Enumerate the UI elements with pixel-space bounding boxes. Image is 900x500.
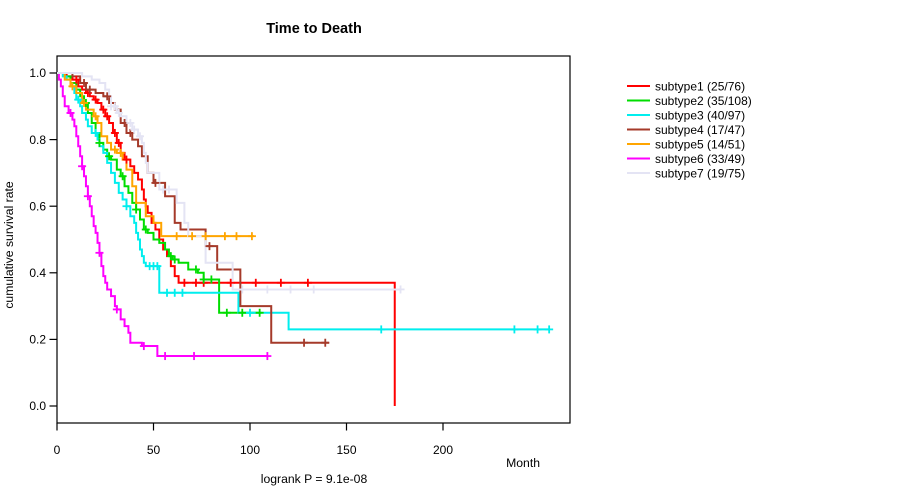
legend-label: subtype2 (35/108) xyxy=(655,94,752,108)
legend-label: subtype7 (19/75) xyxy=(655,166,745,180)
legend-item-subtype1: subtype1 (25/76) xyxy=(627,79,745,93)
y-tick-label: 0.2 xyxy=(29,333,46,347)
x-tick-label: 50 xyxy=(147,443,161,457)
legend-item-subtype5: subtype5 (14/51) xyxy=(627,137,745,151)
legend-label: subtype4 (17/47) xyxy=(655,123,745,137)
curve-subtype5 xyxy=(57,72,254,238)
curve-subtype4 xyxy=(57,72,330,344)
y-axis: 0.0 0.2 0.4 0.6 0.8 1.0 xyxy=(29,66,57,413)
legend-item-subtype2: subtype2 (35/108) xyxy=(627,94,752,108)
logrank-p-label: logrank P = 9.1e-08 xyxy=(261,472,368,486)
y-tick-label: 0.0 xyxy=(29,399,46,413)
y-tick-label: 0.4 xyxy=(29,266,46,280)
curve-subtype3 xyxy=(57,72,550,331)
legend-item-subtype6: subtype6 (33/49) xyxy=(627,152,745,166)
curve-subtype6 xyxy=(57,72,268,358)
x-axis: 0 50 100 150 200 xyxy=(54,423,453,457)
x-tick-label: 0 xyxy=(54,443,61,457)
y-axis-label: cumulative survival rate xyxy=(2,181,16,309)
plot-box xyxy=(56,55,571,424)
chart-title: Time to Death xyxy=(266,21,362,37)
x-tick-label: 150 xyxy=(336,443,356,457)
curve-subtype7 xyxy=(57,72,401,291)
legend-item-subtype7: subtype7 (19/75) xyxy=(627,166,745,180)
x-axis-unit-label: Month xyxy=(506,456,540,470)
censor-marks xyxy=(66,75,554,361)
y-tick-label: 0.8 xyxy=(29,133,46,147)
legend-label: subtype3 (40/97) xyxy=(655,108,745,122)
y-tick-label: 0.6 xyxy=(29,199,46,213)
legend-item-subtype3: subtype3 (40/97) xyxy=(627,108,745,122)
legend-label: subtype6 (33/49) xyxy=(655,152,745,166)
legend-item-subtype4: subtype4 (17/47) xyxy=(627,123,745,137)
legend: subtype1 (25/76)subtype2 (35/108)subtype… xyxy=(627,79,752,180)
y-tick-label: 1.0 xyxy=(29,66,46,80)
x-tick-label: 200 xyxy=(433,443,453,457)
legend-label: subtype1 (25/76) xyxy=(655,79,745,93)
x-tick-label: 100 xyxy=(240,443,260,457)
legend-label: subtype5 (14/51) xyxy=(655,137,745,151)
